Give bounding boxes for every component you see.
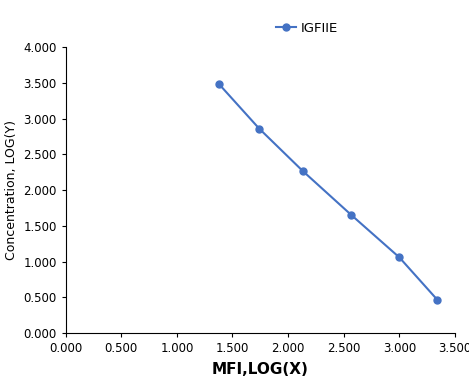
Legend: IGFIIE: IGFIIE bbox=[271, 16, 343, 40]
Line: IGFIIE: IGFIIE bbox=[216, 81, 440, 303]
IGFIIE bbox=[216, 82, 222, 87]
IGFIIE bbox=[300, 169, 305, 173]
X-axis label: MFI,LOG(X): MFI,LOG(X) bbox=[212, 362, 309, 377]
IGFIIE bbox=[396, 255, 402, 260]
IGFIIE bbox=[348, 213, 354, 218]
IGFIIE bbox=[434, 297, 440, 302]
Y-axis label: Concentration, LOG(Y): Concentration, LOG(Y) bbox=[5, 120, 18, 260]
IGFIIE bbox=[257, 126, 262, 131]
